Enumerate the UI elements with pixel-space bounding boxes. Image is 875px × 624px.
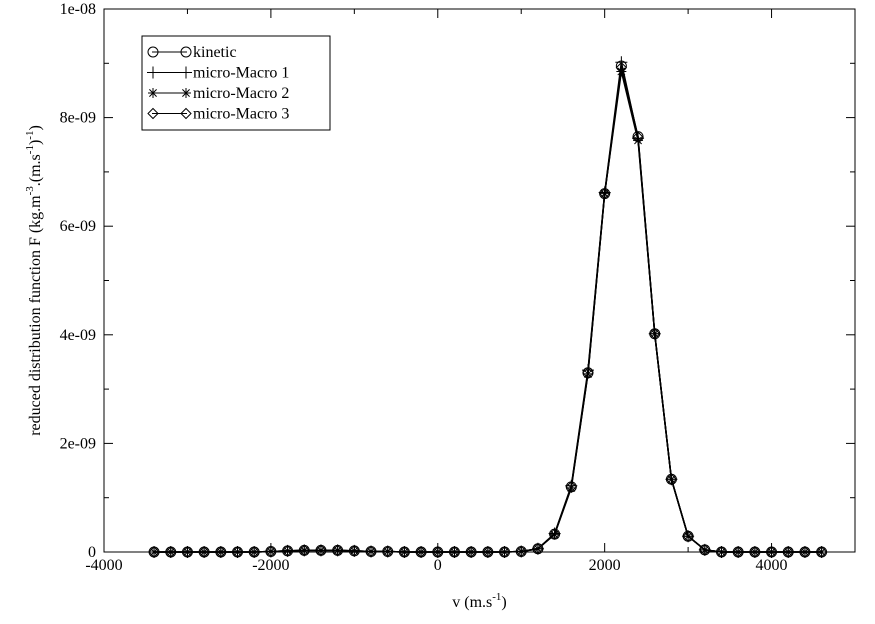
legend-marker-diamond <box>180 107 192 120</box>
y-tick-label: 6e-09 <box>60 218 96 235</box>
series-plus <box>148 56 828 558</box>
data-point-diamond <box>582 367 594 379</box>
data-point-diamond <box>465 546 477 558</box>
y-axis-label-mid: .(m.s <box>27 154 44 186</box>
x-tick-label: 2000 <box>589 557 621 574</box>
legend-label: micro-Macro 2 <box>193 85 289 102</box>
data-point-diamond <box>315 544 327 557</box>
y-axis-label-sup2: -1 <box>24 145 36 154</box>
data-point-diamond <box>215 546 227 558</box>
data-point-diamond <box>632 131 644 143</box>
data-point-diamond <box>448 546 461 558</box>
y-axis-label-mid2: ) <box>27 140 44 145</box>
data-point-diamond <box>331 544 344 557</box>
y-axis-label-sup3: -1 <box>24 131 36 140</box>
legend-marker-star <box>181 88 191 98</box>
data-point-diamond <box>749 546 761 558</box>
data-point-diamond <box>782 546 794 558</box>
data-point-diamond <box>665 473 678 485</box>
legend-entry: micro-Macro 1 <box>147 65 289 82</box>
legend-label: micro-Macro 3 <box>193 106 289 123</box>
data-point-diamond <box>198 546 210 558</box>
data-point-diamond <box>298 544 310 557</box>
legend-marker-circle <box>180 46 192 58</box>
data-point-diamond <box>548 528 561 540</box>
data-point-diamond <box>815 546 828 558</box>
legend-label: micro-Macro 1 <box>193 65 289 82</box>
series-layer <box>148 56 828 558</box>
data-point-diamond <box>181 546 194 558</box>
data-point-diamond <box>765 546 778 558</box>
y-tick-label: 4e-09 <box>60 327 96 344</box>
y-axis-label-tail: ) <box>27 125 44 130</box>
data-point-diamond <box>265 545 277 558</box>
series-line <box>154 65 822 553</box>
legend-marker-plus <box>180 66 192 79</box>
series-line <box>154 67 822 553</box>
x-axis-label-sup: -1 <box>492 591 501 603</box>
y-tick-label: 8e-09 <box>60 110 96 127</box>
series-diamond <box>148 61 828 558</box>
data-point-diamond <box>732 546 744 558</box>
y-tick-label: 1e-08 <box>60 1 96 18</box>
data-point-diamond <box>715 546 728 558</box>
y-axis-label-sup1: -3 <box>24 186 36 196</box>
legend-entry: micro-Macro 3 <box>147 106 289 123</box>
x-tick-label: 4000 <box>756 557 788 574</box>
x-axis-label: v (m.s-1) <box>452 591 507 611</box>
ticks-layer: -4000 -2000 0 2000 4000 0 2e-09 4e-09 6e-09 8e-09… <box>60 1 856 574</box>
data-point-diamond <box>231 546 244 558</box>
data-point-diamond <box>415 546 427 558</box>
x-tick-label: -4000 <box>85 557 122 574</box>
legend-entry: micro-Macro 2 <box>148 85 289 102</box>
data-point-diamond <box>398 546 411 558</box>
data-point-diamond <box>649 328 661 340</box>
data-point-diamond <box>615 61 628 74</box>
legend-label: kinetic <box>193 44 237 61</box>
data-point-diamond <box>682 530 694 542</box>
data-point-diamond <box>699 544 711 556</box>
legend: kinetic micro-Macro 1 micro-Macro 2 micro-M… <box>141 35 331 131</box>
data-point-diamond <box>165 546 177 558</box>
y-tick-label: 0 <box>88 544 96 561</box>
data-point-diamond <box>365 545 377 558</box>
legend-marker-diamond <box>147 107 159 120</box>
data-point-diamond <box>565 481 577 493</box>
data-point-diamond <box>248 546 260 558</box>
data-point-diamond <box>432 546 444 558</box>
legend-marker-circle <box>147 46 159 58</box>
y-tick-label: 2e-09 <box>60 435 96 452</box>
y-axis-label-main: reduced distribution function F (kg.m <box>27 195 44 436</box>
data-point-diamond <box>482 546 494 558</box>
data-point-diamond <box>348 545 361 557</box>
data-point-diamond <box>799 546 811 558</box>
data-point-diamond <box>598 187 611 200</box>
legend-marker-star <box>148 88 158 98</box>
data-point-diamond <box>498 546 511 558</box>
data-point-diamond <box>515 545 527 558</box>
legend-entries: kinetic micro-Macro 1 micro-Macro 2 micro-M… <box>147 44 289 123</box>
x-axis-label-main: v (m.s <box>452 594 492 611</box>
series-line <box>154 71 822 553</box>
series-star <box>149 66 827 557</box>
data-point-diamond <box>281 545 294 557</box>
legend-marker-plus <box>147 66 159 79</box>
series-circle <box>148 60 828 558</box>
data-point-diamond <box>382 545 394 558</box>
legend-entry: kinetic <box>147 44 237 61</box>
x-tick-label: -2000 <box>252 557 289 574</box>
series-line <box>154 62 822 553</box>
data-point-diamond <box>148 546 160 558</box>
y-axis-label: reduced distribution function F (kg.m-3.… <box>24 125 44 436</box>
x-axis-label-tail: ) <box>501 594 506 611</box>
x-tick-label: 0 <box>434 557 442 574</box>
data-point-diamond <box>532 543 544 555</box>
